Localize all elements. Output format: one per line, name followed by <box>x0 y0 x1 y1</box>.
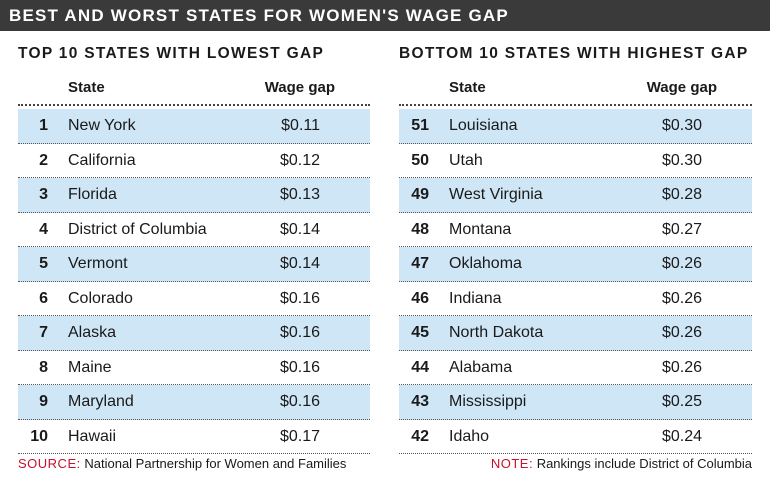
rank-cell: 6 <box>39 289 48 307</box>
table-row: 46 Indiana $0.26 <box>399 282 752 316</box>
rank-cell: 1 <box>39 117 48 134</box>
wage-gap-cell: $0.24 <box>661 427 702 445</box>
state-cell: Idaho <box>449 427 490 445</box>
wage-gap-cell: $0.26 <box>661 255 702 272</box>
table-row: 7 Alaska $0.16 <box>18 316 370 351</box>
wage-gap-cell: $0.16 <box>279 393 320 410</box>
state-cell: Utah <box>449 151 483 169</box>
lowest-gap-panel: TOP 10 STATES WITH LOWEST GAP State Wage… <box>18 42 370 454</box>
lowest-gap-panel-title: TOP 10 STATES WITH LOWEST GAP <box>18 45 325 62</box>
rank-cell: 45 <box>411 324 429 341</box>
state-cell: North Dakota <box>449 324 544 341</box>
rank-cell: 10 <box>30 427 48 445</box>
infographic-title: BEST AND WORST STATES FOR WOMEN'S WAGE G… <box>0 0 770 31</box>
table-row: 43 Mississippi $0.25 <box>399 385 752 420</box>
wage-gap-cell: $0.11 <box>281 117 320 134</box>
rank-cell: 51 <box>411 117 429 134</box>
state-column-header: State <box>449 79 486 96</box>
highest-gap-table: 51 Louisiana $0.30 50 Utah $0.30 49 West Virgin… <box>399 109 752 454</box>
table-row: 42 Idaho $0.24 <box>399 420 752 454</box>
state-cell: Hawaii <box>68 427 117 445</box>
table-row: 1 New York $0.11 <box>18 109 370 144</box>
highest-gap-panel: BOTTOM 10 STATES WITH HIGHEST GAP State … <box>399 42 752 454</box>
wage-gap-cell: $0.26 <box>661 324 702 341</box>
source-label: SOURCE: <box>18 456 81 471</box>
state-cell: Maryland <box>68 393 134 410</box>
state-cell: West Virginia <box>449 186 543 203</box>
rank-cell: 44 <box>411 358 429 376</box>
state-column-header: State <box>68 79 105 96</box>
rank-cell: 49 <box>411 186 429 203</box>
note-text: Rankings include District of Columbia <box>536 456 752 471</box>
table-row: 4 District of Columbia $0.14 <box>18 213 370 247</box>
wage-gap-column-header: Wage gap <box>646 79 717 96</box>
wage-gap-column-header: Wage gap <box>264 79 335 96</box>
state-cell: Colorado <box>68 289 133 307</box>
wage-gap-cell: $0.12 <box>279 151 320 169</box>
table-row: 47 Oklahoma $0.26 <box>399 247 752 282</box>
wage-gap-cell: $0.25 <box>661 393 702 410</box>
state-cell: New York <box>68 117 136 134</box>
state-cell: Indiana <box>449 289 502 307</box>
table-row: 50 Utah $0.30 <box>399 144 752 178</box>
rank-cell: 46 <box>411 289 429 307</box>
rank-cell: 3 <box>39 186 48 203</box>
state-cell: Mississippi <box>449 393 527 410</box>
rank-cell: 9 <box>39 393 48 410</box>
table-row: 49 West Virginia $0.28 <box>399 178 752 213</box>
wage-gap-cell: $0.14 <box>279 220 320 238</box>
table-row: 9 Maryland $0.16 <box>18 385 370 420</box>
rank-cell: 4 <box>39 220 48 238</box>
wage-gap-cell: $0.27 <box>661 220 702 238</box>
wage-gap-cell: $0.16 <box>279 358 320 376</box>
state-cell: Montana <box>449 220 512 238</box>
rank-cell: 42 <box>411 427 429 445</box>
note-label: NOTE: <box>490 456 534 471</box>
wage-gap-cell: $0.14 <box>279 255 320 272</box>
rank-cell: 48 <box>411 220 429 238</box>
table-row: 8 Maine $0.16 <box>18 351 370 385</box>
state-cell: Alabama <box>449 358 513 376</box>
rankings-note: NOTE: Rankings include District of Colum… <box>491 456 752 472</box>
source-note: SOURCE: National Partnership for Women a… <box>18 456 346 472</box>
table-row: 51 Louisiana $0.30 <box>399 109 752 144</box>
table-row: 44 Alabama $0.26 <box>399 351 752 385</box>
table-row: 10 Hawaii $0.17 <box>18 420 370 454</box>
state-cell: District of Columbia <box>68 220 207 238</box>
rank-cell: 47 <box>411 255 429 272</box>
state-cell: Oklahoma <box>449 255 522 272</box>
rank-cell: 2 <box>39 151 48 169</box>
rank-cell: 7 <box>39 324 48 341</box>
lowest-gap-column-headers: State Wage gap <box>18 76 370 106</box>
rank-cell: 50 <box>411 151 429 169</box>
lowest-gap-table: 1 New York $0.11 2 California $0.12 3 Florida $0… <box>18 109 370 454</box>
state-cell: Alaska <box>68 324 117 341</box>
table-row: 48 Montana $0.27 <box>399 213 752 247</box>
wage-gap-cell: $0.16 <box>279 289 320 307</box>
source-text: National Partnership for Women and Famil… <box>84 456 347 471</box>
table-row: 6 Colorado $0.16 <box>18 282 370 316</box>
rank-cell: 43 <box>411 393 429 410</box>
state-cell: Louisiana <box>449 117 518 134</box>
wage-gap-cell: $0.26 <box>661 358 702 376</box>
state-cell: California <box>68 151 136 169</box>
wage-gap-cell: $0.28 <box>661 186 702 203</box>
table-row: 5 Vermont $0.14 <box>18 247 370 282</box>
state-cell: Vermont <box>68 255 128 272</box>
rank-cell: 5 <box>39 255 48 272</box>
wage-gap-cell: $0.13 <box>279 186 320 203</box>
highest-gap-panel-title: BOTTOM 10 STATES WITH HIGHEST GAP <box>399 45 749 62</box>
wage-gap-cell: $0.16 <box>279 324 320 341</box>
rank-cell: 8 <box>39 358 48 376</box>
wage-gap-cell: $0.30 <box>661 117 702 134</box>
wage-gap-cell: $0.17 <box>279 427 320 445</box>
table-row: 2 California $0.12 <box>18 144 370 178</box>
wage-gap-cell: $0.26 <box>661 289 702 307</box>
state-cell: Florida <box>68 186 117 203</box>
highest-gap-column-headers: State Wage gap <box>399 76 752 106</box>
wage-gap-cell: $0.30 <box>661 151 702 169</box>
state-cell: Maine <box>68 358 112 376</box>
table-row: 3 Florida $0.13 <box>18 178 370 213</box>
table-row: 45 North Dakota $0.26 <box>399 316 752 351</box>
